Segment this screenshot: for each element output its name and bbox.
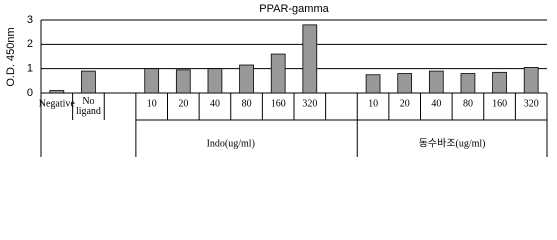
x-tick-label: 160 (492, 98, 507, 109)
x-tick-label: 40 (431, 98, 441, 109)
bar (365, 74, 381, 94)
bar (270, 53, 286, 94)
bar (302, 24, 318, 94)
bar (81, 70, 96, 94)
x-tick-label: 40 (210, 98, 220, 109)
x-tick-label: No ligand (76, 96, 101, 117)
group-label: 동수바조(ug/ml) (419, 137, 486, 149)
x-tick-label: 80 (463, 98, 473, 109)
chart: PPAR-gamma O.D. 450nm 0 1 2 3 Negative No liga… (5, 3, 548, 157)
bar (239, 64, 254, 94)
group-label: Indo(ug/ml) (207, 138, 255, 149)
x-tick-label: 160 (271, 98, 286, 109)
x-tick-label: 20 (178, 98, 188, 109)
bar (492, 71, 507, 94)
x-tick-label: 20 (400, 98, 410, 109)
bar (460, 73, 476, 94)
y-tick-label: 3 (27, 14, 33, 26)
chart-title: PPAR-gamma (259, 3, 329, 15)
x-tick-label: 320 (524, 98, 539, 109)
x-tick-label: 10 (147, 98, 157, 109)
bar (49, 90, 65, 94)
bar (175, 69, 191, 94)
bar (523, 67, 539, 94)
bar (207, 68, 223, 94)
y-axis-label: O.D. 450nm (5, 27, 17, 86)
y-tick-label: 2 (27, 38, 33, 50)
x-tick-label: 10 (368, 98, 378, 109)
y-tick-label: 0 (27, 87, 33, 99)
bar (397, 73, 413, 94)
bar (144, 68, 160, 94)
x-tick-label: 80 (242, 98, 252, 109)
bar (428, 70, 444, 94)
x-tick-label: Negative (39, 98, 76, 109)
x-tick-label: 320 (302, 98, 317, 109)
y-tick-label: 1 (27, 63, 33, 75)
